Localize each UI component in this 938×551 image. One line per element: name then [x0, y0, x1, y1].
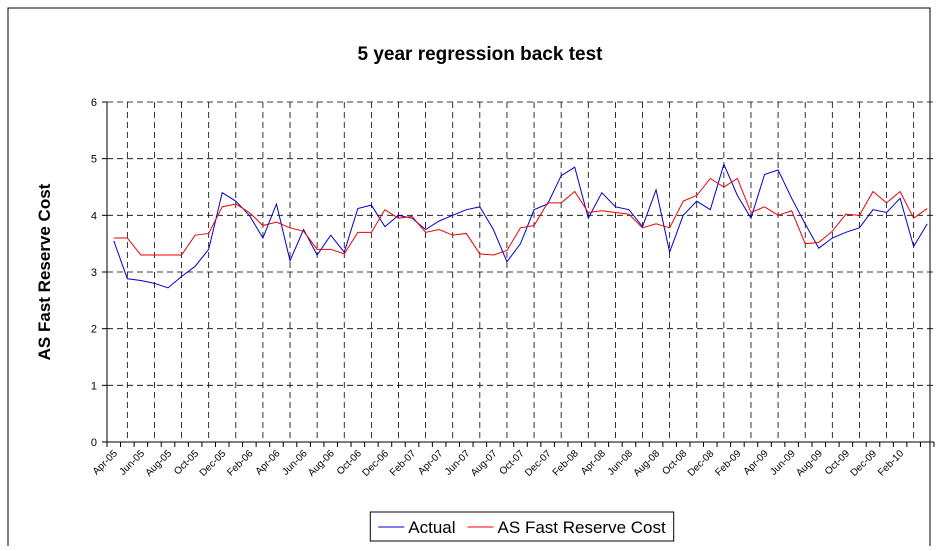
legend-box — [369, 511, 675, 542]
y-tick-label: 5 — [91, 154, 97, 166]
y-axis-label: AS Fast Reserve Cost — [35, 183, 54, 360]
y-tick-label: 3 — [91, 267, 97, 279]
y-tick-label: 6 — [91, 97, 97, 109]
y-tick-label: 2 — [91, 324, 97, 336]
chart-title: 5 year regression back test — [357, 44, 603, 65]
y-tick-label: 1 — [91, 380, 97, 392]
series-line — [113, 177, 928, 256]
chart-frame — [7, 7, 931, 551]
legend-label: Actual — [408, 518, 455, 537]
legend-label: AS Fast Reserve Cost — [498, 518, 666, 537]
y-tick-label: 4 — [91, 210, 97, 222]
legend: Actual AS Fast Reserve Cost — [369, 511, 675, 542]
series-line — [113, 162, 928, 289]
y-tick-label: 0 — [91, 437, 97, 449]
